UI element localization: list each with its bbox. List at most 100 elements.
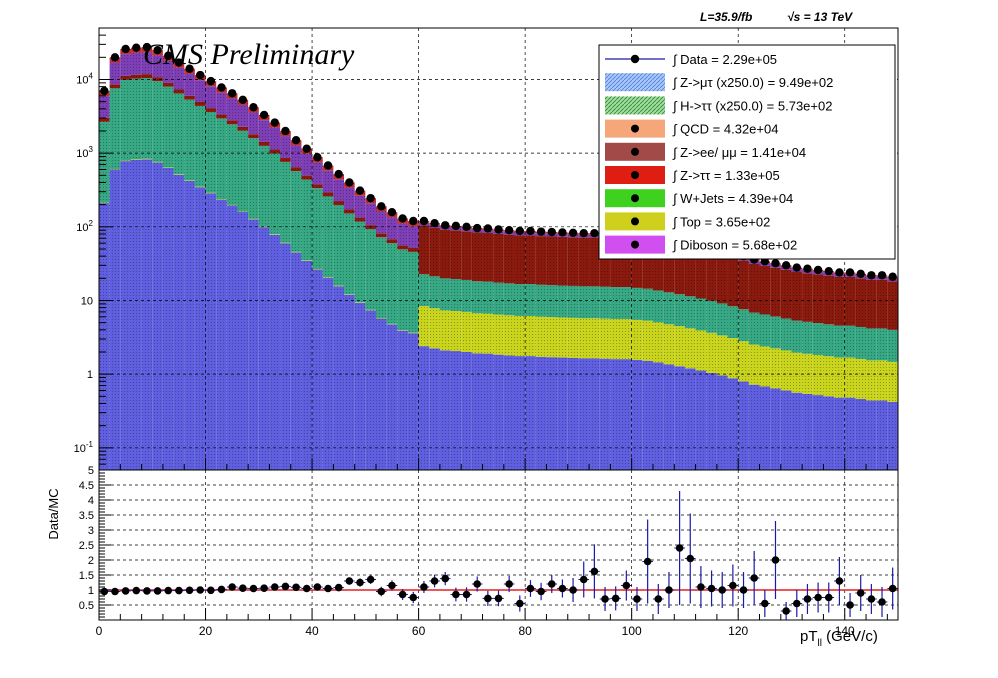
ratio-point xyxy=(601,595,609,603)
y-tick-label: 1 xyxy=(87,369,93,381)
stack-texture xyxy=(471,313,483,354)
stack-texture xyxy=(109,168,121,170)
stack-texture xyxy=(759,346,771,387)
ratio-point xyxy=(484,594,492,603)
stack-texture xyxy=(546,236,558,286)
legend-entry: ∫ Data = 2.29e+05 xyxy=(605,52,777,67)
stack-texture xyxy=(589,358,600,470)
stack-texture xyxy=(407,333,419,470)
ratio-point xyxy=(622,581,631,590)
data-point xyxy=(377,202,386,211)
x-tick-label: 100 xyxy=(622,624,642,638)
stack-texture xyxy=(684,368,696,470)
stack-texture xyxy=(322,170,334,193)
stack-texture xyxy=(237,130,249,212)
stack-texture xyxy=(567,317,579,358)
stack-texture xyxy=(610,287,622,320)
stack-texture xyxy=(493,354,504,470)
ratio-grid xyxy=(98,469,898,620)
stack-texture xyxy=(631,287,643,320)
stack-texture xyxy=(716,254,728,304)
stack-texture xyxy=(397,223,408,246)
stack-texture xyxy=(290,167,302,172)
legend-entry: ∫ Z->ττ = 1.33e+05 xyxy=(605,166,780,184)
stack-texture xyxy=(184,73,195,96)
stack-texture xyxy=(333,286,345,470)
stack-texture xyxy=(780,350,792,391)
data-point xyxy=(153,45,162,55)
legend-entry: ∫ W+Jets = 4.39e+04 xyxy=(605,189,793,208)
stack-texture xyxy=(120,79,131,161)
data-point xyxy=(472,223,482,233)
ratio-point xyxy=(260,584,268,592)
stack-texture xyxy=(759,386,771,470)
stack-texture xyxy=(557,236,568,286)
data-point xyxy=(856,269,865,279)
data-point xyxy=(803,264,812,273)
stack-texture xyxy=(589,318,600,359)
stack-texture xyxy=(162,60,174,83)
ratio-point xyxy=(217,585,226,594)
y-tick-label: 10-1 xyxy=(74,440,94,455)
data-point xyxy=(142,42,152,52)
ratio-point xyxy=(718,586,727,594)
stack-texture xyxy=(706,300,717,333)
legend-entry: ∫ Diboson = 5.68e+02 xyxy=(605,235,797,254)
stack-texture xyxy=(248,219,259,470)
stack-texture xyxy=(397,330,408,331)
stack-texture xyxy=(397,249,408,331)
ratio-y-tick-label: 3 xyxy=(88,525,94,537)
ratio-y-axis-label: Data/MC xyxy=(46,488,61,539)
stack-texture xyxy=(354,302,366,470)
stack-texture xyxy=(269,234,281,470)
stack-texture xyxy=(194,187,206,471)
ratio-point xyxy=(739,586,748,594)
stack-texture xyxy=(141,74,153,79)
stack-texture xyxy=(344,213,355,295)
data-point xyxy=(824,266,833,276)
stack-texture xyxy=(855,399,867,470)
stack-texture xyxy=(258,145,270,227)
x-tick-label: 0 xyxy=(96,624,103,638)
stack-texture xyxy=(589,237,600,287)
stack-texture xyxy=(109,62,121,85)
stack-texture xyxy=(418,225,430,275)
stack-texture xyxy=(812,274,824,324)
stack-texture xyxy=(812,395,824,470)
stack-texture xyxy=(812,323,824,355)
stack-texture xyxy=(205,193,217,471)
stack-texture xyxy=(546,357,558,470)
stack-texture xyxy=(802,393,813,470)
ratio-point xyxy=(824,593,833,602)
stack-texture xyxy=(194,105,206,187)
ratio-point xyxy=(100,587,109,596)
legend-label: ∫ Diboson = 5.68e+02 xyxy=(672,238,797,253)
stack-texture xyxy=(834,276,845,326)
legend-entry: ∫ QCD = 4.32e+04 xyxy=(605,119,778,138)
stack-texture xyxy=(365,310,376,470)
ratio-point xyxy=(729,581,737,590)
data-point xyxy=(590,228,599,238)
y-tick-label: 104 xyxy=(76,71,93,86)
stack-texture xyxy=(173,89,185,94)
stack-texture xyxy=(471,232,483,282)
stack-texture xyxy=(152,55,163,78)
stack-texture xyxy=(322,192,334,197)
stack-texture xyxy=(716,303,728,336)
legend-label: ∫ Data = 2.29e+05 xyxy=(672,52,777,67)
stack-texture xyxy=(354,302,366,303)
data-point xyxy=(781,261,791,270)
stack-texture xyxy=(386,217,398,240)
ratio-point xyxy=(505,580,513,588)
stack-texture xyxy=(237,211,249,212)
stack-texture xyxy=(876,279,888,329)
stack-texture xyxy=(429,308,440,349)
data-point xyxy=(270,118,279,127)
data-point xyxy=(441,221,450,230)
stack-texture xyxy=(344,187,355,210)
ratio-point xyxy=(579,575,588,584)
data-point xyxy=(835,268,844,277)
data-point xyxy=(387,207,397,217)
stack-texture xyxy=(312,184,323,189)
stack-texture xyxy=(322,196,334,278)
